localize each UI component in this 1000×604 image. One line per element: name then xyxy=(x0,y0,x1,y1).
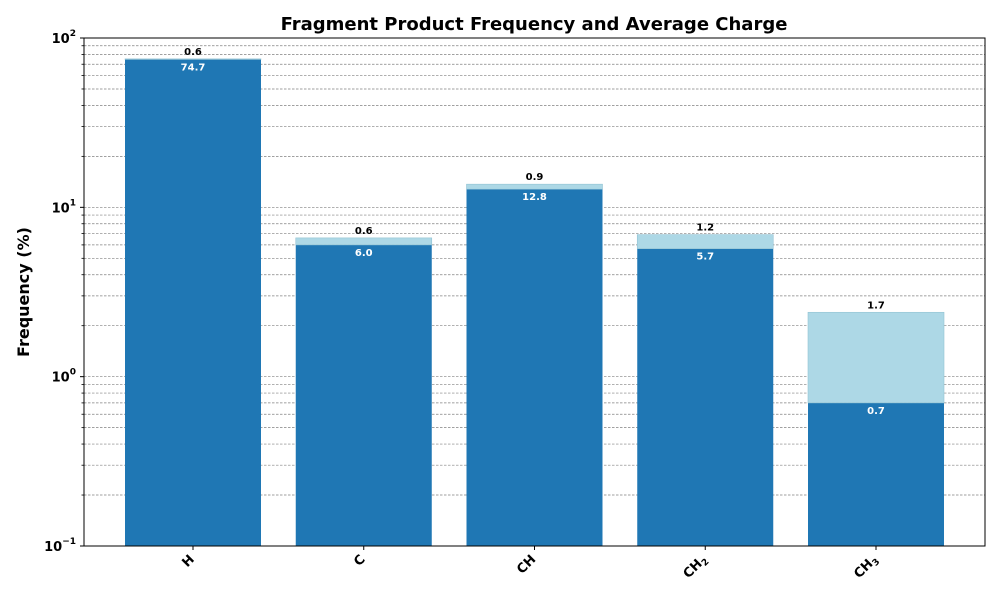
y-axis-label: Frequency (%) xyxy=(14,227,33,357)
x-tick-label: CH2 xyxy=(681,552,712,583)
bar-frequency xyxy=(295,244,432,546)
bar-frequency xyxy=(637,248,774,546)
bar-average-charge xyxy=(466,183,603,190)
data-label-frequency: 5.7 xyxy=(696,252,714,263)
bar-average-charge xyxy=(807,311,945,404)
bars xyxy=(124,58,945,546)
bar-frequency xyxy=(125,59,261,546)
bar-average-charge xyxy=(295,237,433,246)
bar-average-charge xyxy=(124,58,262,60)
bar-average-charge xyxy=(636,234,774,249)
data-label-charge: 1.7 xyxy=(867,300,885,311)
bar-frequency xyxy=(808,402,944,546)
y-tick-label: 101 xyxy=(52,198,76,216)
y-tick-label: 102 xyxy=(52,29,76,47)
chart-title: Fragment Product Frequency and Average C… xyxy=(281,14,788,35)
data-label-charge: 1.2 xyxy=(696,223,714,234)
bar-frequency xyxy=(466,189,603,546)
y-tick-label: 10−1 xyxy=(44,537,76,555)
data-label-charge: 0.9 xyxy=(526,172,544,183)
data-label-frequency: 0.7 xyxy=(867,406,885,417)
data-labels: 0.6 74.7 0.6 6.0 0.9 12.8 1.2 5.7 1.7 0.7 xyxy=(181,47,885,417)
data-label-frequency: 12.8 xyxy=(522,192,547,203)
x-tick-label: C xyxy=(351,552,368,569)
data-label-charge: 0.6 xyxy=(355,226,373,237)
y-tick-label: 100 xyxy=(52,368,76,386)
x-tick-label: H xyxy=(180,552,198,570)
x-tick-label: CH3 xyxy=(851,552,882,583)
data-label-frequency: 74.7 xyxy=(181,62,206,73)
x-tick-label: CH xyxy=(514,552,539,577)
data-label-frequency: 6.0 xyxy=(355,248,373,259)
data-label-charge: 0.6 xyxy=(184,47,202,58)
